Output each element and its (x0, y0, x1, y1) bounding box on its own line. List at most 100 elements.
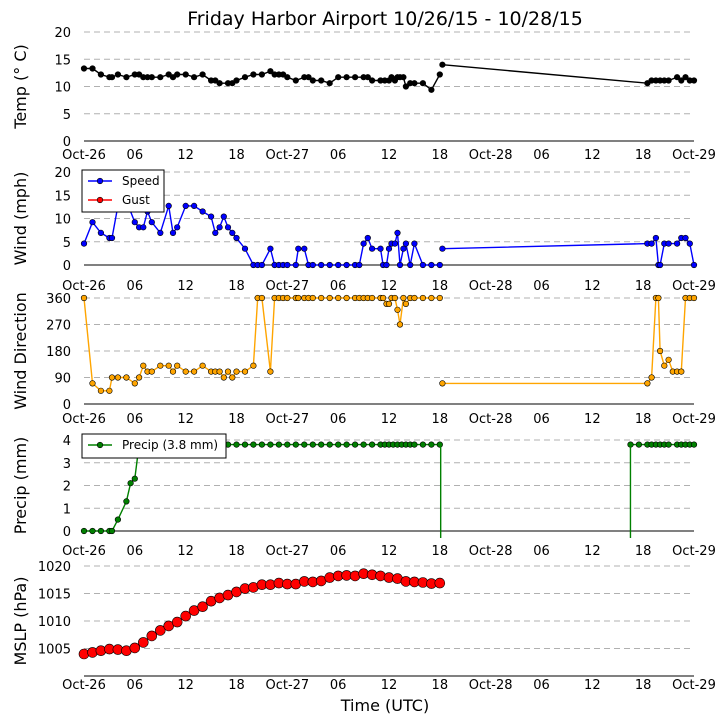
y-tick-label: 3 (63, 457, 71, 472)
data-point (284, 261, 291, 269)
series-temp-0 (80, 65, 443, 93)
data-point (352, 441, 359, 448)
legend-label: Speed (122, 174, 160, 188)
data-point (224, 224, 232, 231)
data-point (360, 240, 367, 247)
y-tick-label: 270 (46, 319, 71, 334)
data-point (108, 234, 116, 242)
y-axis-label: Temp (° C) (11, 44, 30, 129)
data-point (656, 261, 664, 269)
y-tick-label: 1015 (38, 588, 71, 603)
data-point (233, 441, 240, 448)
data-point (155, 625, 166, 636)
data-point (123, 498, 130, 505)
data-point (682, 234, 689, 242)
data-point (250, 71, 257, 78)
series-temp-1 (439, 61, 698, 87)
x-tick-label: 18 (228, 148, 245, 163)
panel-wind: 0 5 10 15 20 Oct-26 06 12 18 Oct-27 06 12 18 Oct-28 06… (11, 166, 716, 294)
x-tick-label: Oct-27 (265, 544, 309, 559)
series-wind-1 (439, 234, 698, 269)
x-tick-label: 06 (533, 412, 550, 427)
data-point (428, 261, 435, 269)
x-tick-label: 06 (330, 148, 347, 163)
x-tick-label: Oct-27 (265, 412, 309, 427)
data-point (233, 234, 240, 242)
data-point (182, 202, 189, 209)
data-point (391, 240, 399, 247)
x-tick-label: 18 (635, 678, 652, 693)
data-point (174, 224, 181, 231)
data-point (284, 294, 291, 302)
data-point (267, 245, 274, 252)
x-tick-label: 18 (432, 279, 449, 294)
legend-wind: Speed Gust (81, 169, 165, 213)
data-point (652, 234, 660, 242)
data-point (241, 245, 249, 252)
data-point (343, 261, 350, 269)
x-tick-label: 18 (635, 544, 652, 559)
data-point (385, 300, 393, 308)
x-tick-label: 12 (381, 148, 398, 163)
panel-temp: 0 5 10 15 20 Oct-26 06 12 18 Oct-27 06 12 18 Oct-28 06… (11, 26, 716, 163)
x-tick-label: Oct-29 (672, 412, 716, 427)
data-point (436, 441, 443, 448)
data-point (343, 441, 350, 448)
data-point (665, 441, 672, 448)
x-tick-label: 06 (330, 279, 347, 294)
data-point (335, 74, 342, 81)
data-point (364, 234, 371, 242)
data-point (309, 77, 316, 84)
data-point (131, 380, 138, 387)
data-point (369, 245, 376, 252)
data-point (318, 261, 325, 269)
data-point (148, 219, 155, 226)
data-point (396, 261, 404, 269)
x-tick-label: 12 (381, 678, 398, 693)
data-point (229, 229, 236, 236)
y-tick-label: 2 (63, 480, 71, 495)
data-point (80, 65, 88, 72)
legend-swatch-marker (96, 177, 104, 185)
x-tick-label: Oct-26 (62, 678, 106, 693)
data-point (199, 362, 206, 369)
y-tick-label: 5 (63, 236, 71, 251)
x-tick-label: 18 (228, 412, 245, 427)
data-point (439, 61, 446, 68)
data-point (108, 74, 116, 81)
data-point (169, 368, 177, 375)
data-point (174, 362, 181, 369)
legend-swatch-marker (96, 441, 104, 449)
data-point (267, 441, 274, 448)
data-point (114, 374, 121, 381)
data-point (216, 224, 223, 231)
data-point (123, 374, 130, 381)
x-tick-label: 06 (127, 279, 144, 294)
data-point (216, 368, 223, 375)
x-tick-label: 18 (635, 412, 652, 427)
data-point (411, 240, 418, 247)
data-point (377, 245, 384, 252)
legend-label: Precip (3.8 mm) (122, 438, 218, 452)
x-tick-label: 06 (127, 544, 144, 559)
data-point (369, 441, 376, 448)
data-point (318, 77, 325, 84)
x-tick-label: Oct-28 (469, 544, 513, 559)
data-point (396, 321, 404, 328)
data-point (400, 74, 407, 81)
x-tick-label: 18 (635, 279, 652, 294)
y-tick-label: 1005 (38, 643, 71, 658)
y-tick-label: 20 (54, 166, 71, 181)
data-point (174, 71, 181, 78)
data-point (402, 240, 410, 247)
data-point (419, 294, 427, 302)
data-point (148, 368, 155, 375)
data-point (673, 74, 681, 81)
data-point (182, 368, 189, 375)
y-tick-label: 1020 (38, 560, 71, 575)
x-tick-label: Oct-27 (265, 279, 309, 294)
data-point (108, 374, 116, 381)
data-point (229, 374, 236, 381)
y-axis-label: MSLP (hPa) (11, 577, 30, 666)
